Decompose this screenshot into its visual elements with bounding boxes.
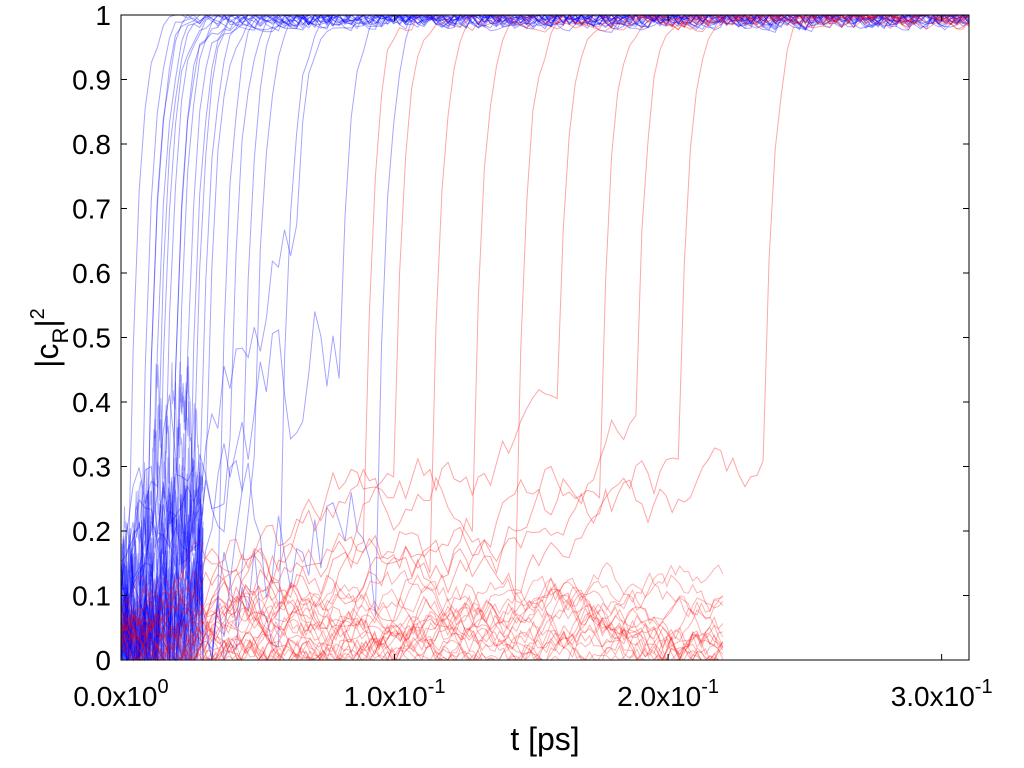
- trajectory-red-8: [120, 14, 970, 654]
- trajectory-red-low-4: [120, 575, 724, 662]
- trajectory-red-low-6: [120, 597, 724, 662]
- trajectory-red-4: [120, 14, 970, 661]
- trajectory-blue-1: [120, 14, 970, 661]
- trajectory-blue-low-14: [120, 526, 204, 661]
- trajectory-red-low-19: [120, 578, 724, 661]
- trajectory-red-low-16: [120, 617, 723, 661]
- trajectory-blue-low-1: [120, 457, 204, 661]
- trajectory-blue-low-17: [120, 363, 204, 661]
- trajectory-red-5: [120, 14, 970, 661]
- y-tick-label-0: 0: [95, 645, 111, 676]
- trajectory-blue-5: [121, 13, 970, 661]
- trajectory-blue-low-2: [120, 555, 204, 661]
- plot-background: [121, 15, 969, 660]
- x-tick-label-0: 0.0x100: [73, 676, 168, 712]
- trajectory-blue-low-10: [120, 356, 204, 661]
- y-tick-label-7: 0.7: [72, 194, 111, 225]
- x-tick-label-2: 2.0x10-1: [617, 676, 719, 712]
- trajectory-blue-low-16: [120, 365, 204, 661]
- trajectory-blue-low-4: [120, 429, 204, 661]
- trajectory-blue-low-9: [120, 457, 204, 662]
- trajectory-red-low-0: [120, 561, 724, 661]
- trajectory-blue-low-5: [120, 477, 204, 662]
- trajectory-blue-low-8: [120, 462, 204, 661]
- x-axis-label: t [ps]: [510, 721, 579, 757]
- trajectory-red-low-5: [120, 592, 724, 662]
- y-tick-label-8: 0.8: [72, 129, 111, 160]
- trajectory-red-low-10: [120, 585, 724, 661]
- y-tick-label-5: 0.5: [72, 323, 111, 354]
- trajectory-red-low-11: [120, 573, 724, 662]
- trajectory-red-low-18: [120, 589, 724, 661]
- x-tick-label-1: 1.0x10-1: [344, 676, 446, 712]
- trajectory-red-low-15: [120, 584, 724, 661]
- plot-area: [120, 13, 970, 662]
- trajectory-red-low-12: [120, 591, 724, 662]
- y-tick-label-3: 0.3: [72, 452, 111, 483]
- trajectory-blue-low-0: [120, 404, 204, 661]
- trajectory-red-7: [120, 14, 970, 661]
- trajectory-blue-low-15: [120, 488, 204, 661]
- trajectory-red-low-17: [120, 606, 724, 662]
- trajectory-red-low-13: [120, 574, 724, 662]
- y-axis-label: |cR|2: [27, 308, 73, 368]
- y-tick-label-6: 0.6: [72, 258, 111, 289]
- trajectory-red-low-9: [120, 569, 724, 661]
- trajectory-red-1: [120, 14, 970, 662]
- trajectory-red-low-8: [120, 606, 723, 662]
- ticks-layer: 0 0.1 0.2 0.3 0.4 0.5 0.6 0.7 0.8 0.9 1 0.0x100 1.0x…: [72, 0, 993, 712]
- trajectory-blue-low-19: [120, 361, 204, 662]
- trajectory-blue-low-12: [120, 480, 204, 661]
- trajectory-blue-8: [120, 14, 970, 662]
- trajectory-red-2: [120, 14, 970, 662]
- trajectory-red-9: [120, 14, 969, 642]
- y-tick-label-1: 0.1: [72, 581, 111, 612]
- y-tick-label-2: 0.2: [72, 516, 111, 547]
- trajectory-blue-9: [120, 14, 970, 661]
- y-tick-label-9: 0.9: [72, 65, 111, 96]
- trajectory-blue-21: [120, 14, 970, 590]
- trajectory-blue-23: [120, 14, 970, 661]
- y-tick-label-4: 0.4: [72, 387, 111, 418]
- trajectory-red-6: [120, 14, 970, 630]
- trajectory-red-low-7: [120, 576, 724, 661]
- trajectory-blue-low-11: [120, 548, 204, 662]
- x-tick-label-3: 3.0x10-1: [891, 676, 993, 712]
- trajectory-red-low-3: [120, 600, 723, 661]
- trajectory-blue-low-13: [120, 404, 204, 662]
- trajectory-blue-12: [120, 14, 969, 662]
- trajectory-blue-13: [120, 14, 970, 661]
- y-tick-label-10: 1: [95, 0, 111, 31]
